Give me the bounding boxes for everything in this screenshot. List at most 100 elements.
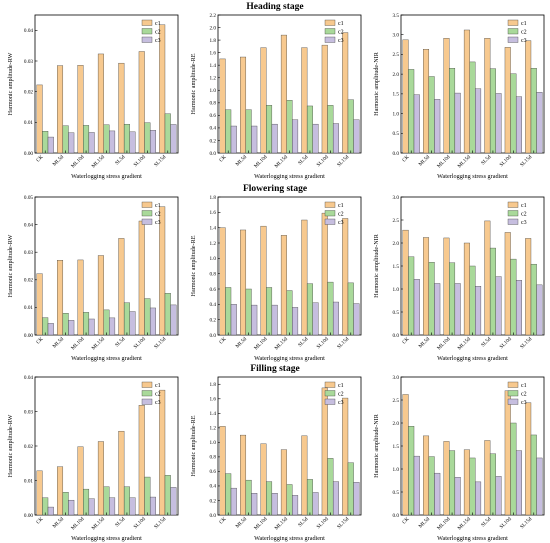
bar-c3-ML15d [109,497,116,516]
x-tick-label: SL10d [316,154,330,168]
legend-swatch-c3 [324,218,336,225]
bar-c1-ML5d [57,466,64,516]
bar-c2-CK [408,69,415,154]
y-tick-label: 1.5 [393,264,400,270]
legend-label-c2: c2 [521,392,527,398]
bar-c3-CK [47,506,54,516]
bar-c3-SL5d [495,276,502,336]
bar-c2-SL10d [327,458,334,516]
bar-c1-CK [36,470,43,516]
x-tick-label: SL15d [519,154,533,168]
legend-swatch-c1 [507,19,519,26]
bar-c3-SL15d [170,487,177,516]
x-tick-label: ML10d [253,516,269,532]
y-tick-label: 1.6 [210,210,217,216]
bar-c3-SL15d [536,92,543,154]
bar-c1-SL5d [118,430,125,516]
y-tick-label: 2.2 [210,13,217,19]
y-tick-label: 0.00 [24,513,33,519]
bar-c2-ML15d [286,484,293,516]
y-tick-label: 2.0 [393,421,400,427]
x-tick-label: CK [218,154,228,164]
bar-c3-CK [47,323,54,336]
bar-c1-SL10d [138,220,145,336]
bar-c1-ML10d [443,38,450,154]
bar-c1-SL5d [118,62,125,154]
bar-c3-SL10d [149,307,156,336]
bar-c3-ML10d [88,498,95,516]
filling-stage-title: Filling stage [250,364,300,374]
bar-c1-SL5d [484,440,491,516]
legend-label-c2: c2 [521,30,527,36]
bar-c3-SL5d [129,497,136,516]
legend-swatch-c3 [507,218,519,225]
legend-label-c3: c3 [338,38,344,44]
x-tick-label: ML15d [457,516,473,532]
x-tick-label: ML5d [52,516,66,530]
bar-c2-SL5d [123,486,130,516]
bar-c2-CK [225,109,232,154]
bar-c1-SL10d [504,47,511,154]
bar-c3-ML5d [434,99,441,154]
y-tick-label: 3.5 [393,13,400,19]
bar-c2-ML5d [245,479,252,516]
bar-c2-ML10d [266,481,273,516]
bar-c1-ML10d [77,446,84,516]
bar-c3-ML5d [434,283,441,336]
legend-label-c1: c1 [338,383,344,389]
bar-c1-ML5d [57,260,64,336]
y-tick-label: 0.02 [24,444,33,450]
bar-c3-ML10d [454,92,461,154]
bar-c2-SL10d [327,105,334,154]
bar-c3-SL15d [353,482,360,516]
bar-c1-SL10d [504,232,511,336]
y-tick-label: 0.01 [24,305,33,311]
legend-label-c1: c1 [521,203,527,209]
bar-c1-ML15d [280,34,287,154]
bar-c1-ML5d [423,49,430,154]
chart-panel-1-2: 0.0 0.2 0.4 0.6 0.8 1.0 1.2 1.4 1.6 1.8 2.0 2.2 Harm… [190,13,362,180]
x-axis-title: Waterlogging stress gradient [437,355,508,362]
legend-label-c3: c3 [155,38,161,44]
bar-c2-ML15d [469,265,476,336]
bar-c1-ML5d [57,65,64,154]
bar-c2-SL5d [489,247,496,336]
chart-panel-2-3: 0.0 0.5 1.0 1.5 2.0 2.5 3.0 Harmonic amplitude-… [373,195,545,362]
y-tick-label: 0.03 [24,59,33,65]
legend-label-c3: c3 [338,400,344,406]
bar-c2-SL5d [306,283,313,336]
x-tick-label: ML10d [436,154,452,170]
bar-c3-ML5d [68,499,75,516]
bar-c3-CK [413,279,420,336]
bar-c1-SL15d [342,397,349,516]
x-tick-label: SL10d [316,336,330,350]
y-tick-label: 0.01 [24,120,33,126]
y-tick-label: 0.4 [210,302,217,308]
bar-c2-CK [408,256,415,336]
bar-c3-ML10d [88,132,95,154]
x-tick-label: SL15d [153,516,167,530]
bar-c3-ML10d [271,123,278,154]
x-tick-label: SL15d [519,516,533,530]
bar-c2-SL15d [347,99,354,154]
bar-c3-SL5d [312,123,319,154]
x-tick-label: SL5d [114,516,126,528]
legend-label-c2: c2 [521,212,527,218]
legend-label-c1: c1 [521,383,527,389]
bar-c1-SL5d [118,238,125,336]
y-axis-title: Harmonic amplitude-RW [7,234,14,297]
legend-swatch-c3 [324,398,336,405]
flowering-stage-title: Flowering stage [242,184,308,194]
x-tick-label: ML10d [70,154,86,170]
bar-c1-ML15d [463,242,470,336]
bar-c3-ML15d [475,481,482,516]
y-tick-label: 1.0 [210,256,217,262]
y-tick-label: 1.8 [210,38,217,44]
chart-panel-1-1: 0.00 0.01 0.02 0.03 0.04 Harmonic amplitude-R… [7,14,179,180]
legend-label-c3: c3 [155,400,161,406]
bar-c1-ML10d [260,225,267,336]
y-axis-title: Harmonic amplitude-RE [190,415,197,476]
bar-c2-ML10d [83,312,90,336]
y-tick-label: 1.2 [210,426,217,432]
legend-swatch-c1 [507,381,519,388]
